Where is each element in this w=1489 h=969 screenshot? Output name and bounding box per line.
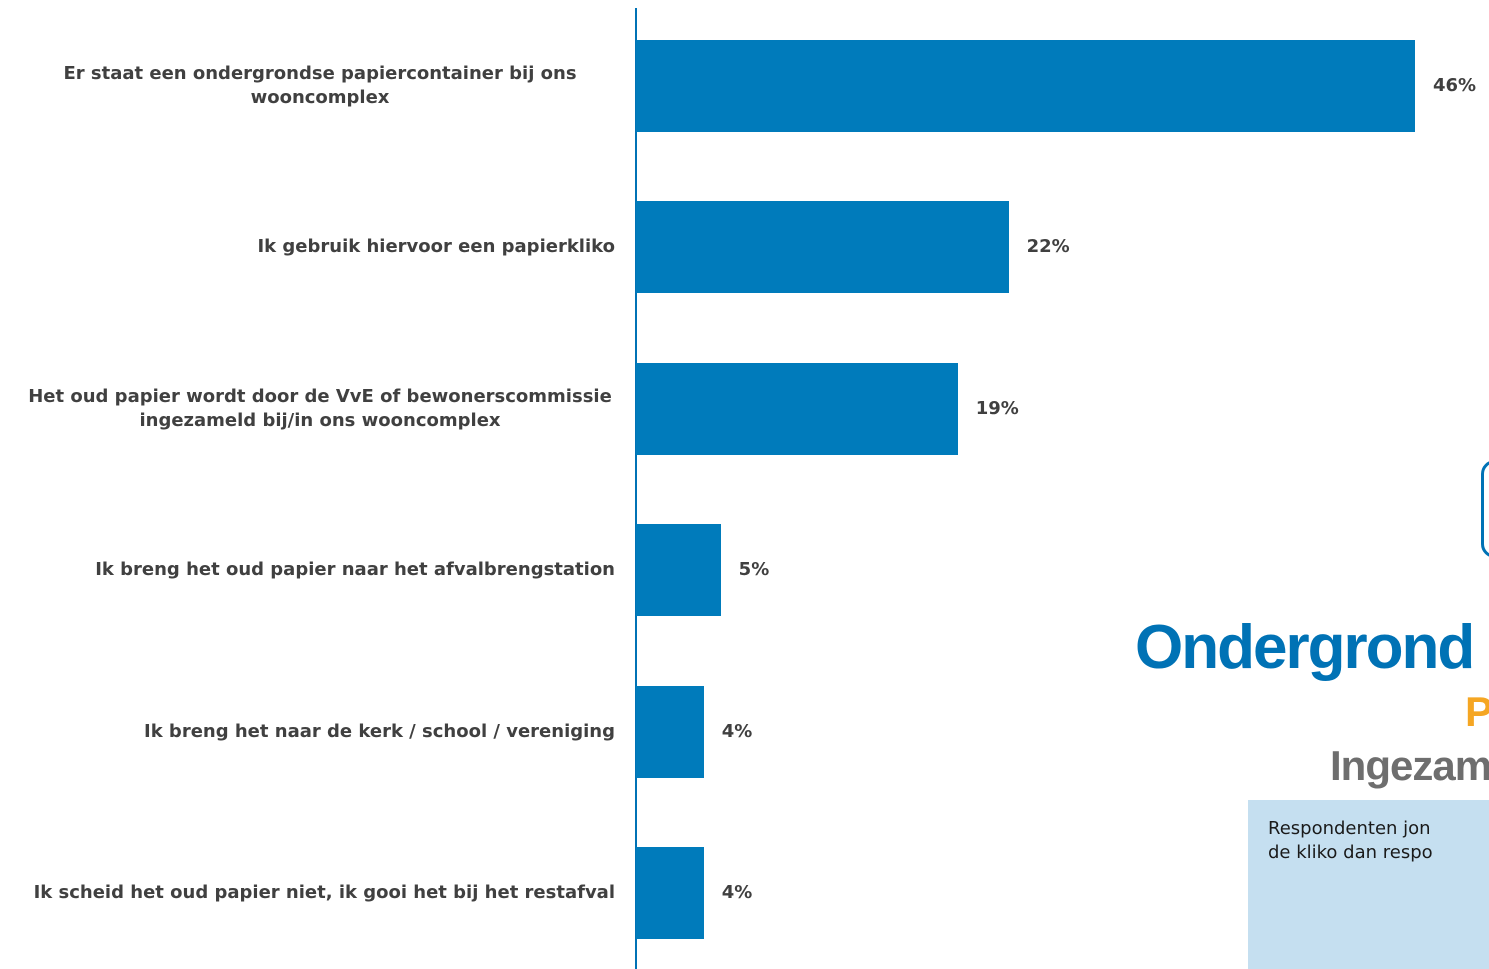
- category-label-box: Er staat een ondergrondse papiercontaine…: [15, 40, 615, 132]
- bar: [636, 40, 1415, 132]
- note-box: Respondenten jon de kliko dan respo: [1248, 800, 1489, 969]
- axis-line: [635, 8, 637, 969]
- category-label: Het oud papier wordt door de VvE of bewo…: [28, 385, 612, 431]
- bar: [636, 201, 1009, 294]
- heading: Ondergrond: [1135, 613, 1475, 682]
- category-label-box: Ik scheid het oud papier niet, ik gooi h…: [15, 847, 615, 939]
- bar: [636, 362, 958, 455]
- category-label-box: Ik breng het oud papier naar het afvalbr…: [15, 524, 615, 616]
- value-label: 19%: [975, 397, 1019, 419]
- value-label: 5%: [738, 559, 770, 581]
- bar: [636, 524, 721, 617]
- category-label: Ik scheid het oud papier niet, ik gooi h…: [33, 882, 615, 903]
- value-label: 46%: [1433, 75, 1477, 96]
- category-label: Ik gebruik hiervoor een papierkliko: [257, 236, 615, 258]
- category-label-box: Ik breng het naar de kerk / school / ver…: [15, 686, 615, 778]
- subheading: P: [1465, 688, 1489, 735]
- category-label: Ik breng het naar de kerk / school / ver…: [144, 720, 615, 742]
- value-label: 4%: [721, 882, 753, 903]
- category-label: Ik breng het oud papier naar het afvalbr…: [95, 559, 615, 581]
- bar: [636, 685, 704, 778]
- note-line: Respondenten jon: [1268, 818, 1431, 839]
- frame-outline: [1481, 460, 1489, 558]
- value-label: 4%: [721, 720, 753, 742]
- category-label-box: Ik gebruik hiervoor een papierkliko: [15, 201, 615, 293]
- category-label-box: Het oud papier wordt door de VvE of bewo…: [15, 363, 615, 455]
- value-label: 22%: [1026, 236, 1070, 258]
- category-label: Er staat een ondergrondse papiercontaine…: [63, 63, 577, 108]
- subtitle: Ingezam: [1330, 742, 1489, 789]
- note-line: de kliko dan respo: [1268, 842, 1433, 863]
- bar: [636, 847, 704, 939]
